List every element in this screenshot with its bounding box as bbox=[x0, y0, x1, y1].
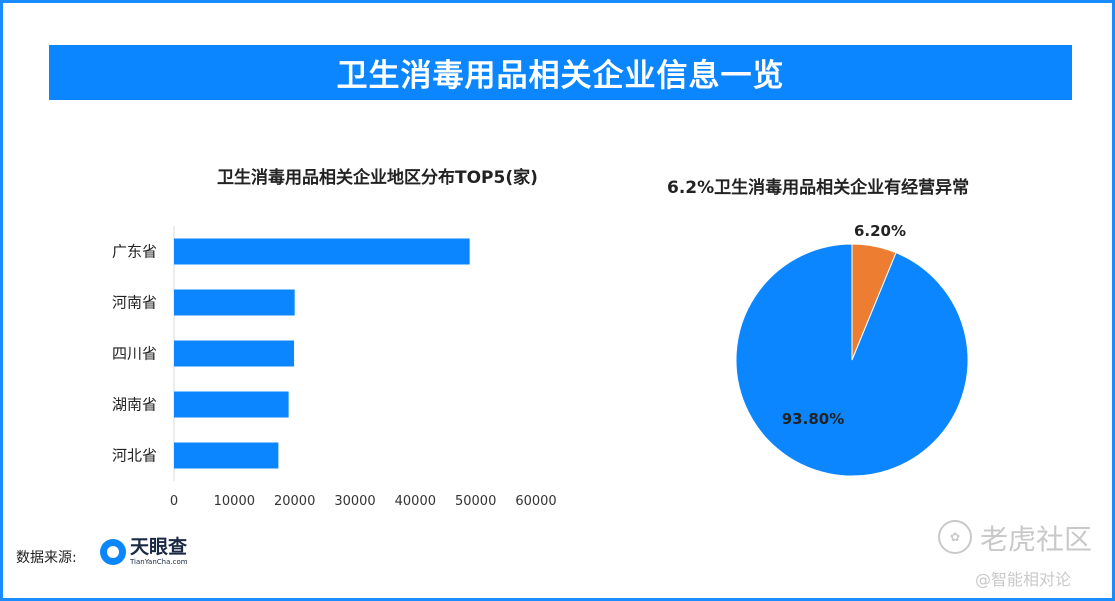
pie-slice bbox=[735, 243, 969, 477]
bar bbox=[174, 289, 295, 316]
x-tick-label: 0 bbox=[170, 494, 178, 509]
x-tick-label: 50000 bbox=[455, 494, 496, 509]
bar bbox=[174, 340, 295, 367]
bar bbox=[174, 238, 470, 265]
paw-icon: ✿ bbox=[938, 520, 972, 554]
x-tick-label: 30000 bbox=[334, 494, 375, 509]
bar-chart-title: 卫生消毒用品相关企业地区分布TOP5(家) bbox=[217, 168, 538, 188]
watermark-sub: @智能相对论 bbox=[975, 570, 1072, 589]
x-tick-label: 60000 bbox=[515, 494, 556, 509]
page-title: 卫生消毒用品相关企业信息一览 bbox=[49, 45, 1072, 100]
category-label: 河南省 bbox=[112, 294, 157, 312]
bar bbox=[174, 391, 289, 418]
x-tick-label: 40000 bbox=[395, 494, 436, 509]
source-label: 数据来源: bbox=[16, 550, 77, 566]
x-tick-label: 20000 bbox=[274, 494, 315, 509]
slice-label: 93.80% bbox=[782, 410, 844, 428]
category-label: 湖南省 bbox=[112, 396, 157, 414]
category-label: 广东省 bbox=[112, 243, 157, 261]
slice-label: 6.20% bbox=[854, 222, 906, 240]
category-label: 河北省 bbox=[112, 447, 157, 465]
category-label: 四川省 bbox=[112, 345, 157, 363]
tianyancha-logo: 天眼查 TianYanCha.com bbox=[100, 538, 188, 566]
tianyancha-logo-icon bbox=[100, 539, 126, 565]
watermark-main: 老虎社区 bbox=[980, 523, 1093, 556]
bar bbox=[174, 442, 279, 469]
logo-name-cn: 天眼查 bbox=[130, 536, 188, 558]
x-tick-label: 10000 bbox=[214, 494, 255, 509]
logo-name-en: TianYanCha.com bbox=[130, 558, 188, 566]
pie-chart-title: 6.2%卫生消毒用品相关企业有经营异常 bbox=[667, 178, 970, 198]
